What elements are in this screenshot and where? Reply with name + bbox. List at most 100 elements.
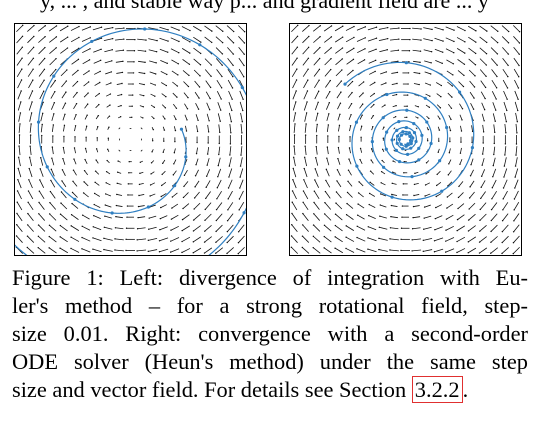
field-arrow — [380, 204, 387, 208]
arrow-head — [491, 198, 493, 200]
arrow-head — [104, 204, 106, 206]
arrow-head — [517, 109, 519, 112]
arrow-head — [430, 73, 432, 75]
arrow-head — [445, 251, 447, 253]
arrow-head — [86, 114, 88, 116]
arrow-head — [493, 142, 495, 145]
field-arrow — [334, 25, 343, 32]
arrow-head — [21, 35, 24, 37]
arrow-head — [502, 198, 504, 200]
arrow-head — [237, 252, 239, 255]
field-arrow — [326, 147, 329, 155]
arrow-head — [186, 108, 189, 110]
arrow-head — [306, 101, 308, 103]
field-arrow — [228, 90, 233, 100]
arrow-head — [471, 130, 474, 133]
field-arrow — [325, 102, 330, 110]
field-arrow — [324, 36, 332, 43]
arrow-head — [40, 157, 42, 159]
field-arrow — [104, 215, 112, 219]
arrow-head — [347, 169, 350, 171]
field-arrow — [357, 59, 365, 65]
field-arrow — [59, 36, 68, 43]
arrow-head — [351, 80, 354, 83]
field-arrow — [503, 157, 507, 167]
arrow-head — [323, 213, 326, 215]
plot-frame — [14, 23, 247, 256]
arrow-head — [105, 170, 108, 173]
arrow-head — [426, 140, 429, 142]
field-arrow — [196, 125, 198, 132]
arrow-head — [437, 151, 439, 154]
field-arrow — [83, 81, 89, 87]
arrow-head — [508, 30, 510, 33]
field-arrow — [324, 69, 332, 77]
field-arrow — [514, 101, 519, 111]
field-arrow — [38, 202, 45, 210]
arrow-head — [339, 102, 342, 104]
field-arrow — [292, 190, 297, 200]
arrow-head — [66, 69, 68, 71]
arrow-head — [490, 230, 492, 233]
field-arrow — [83, 192, 89, 198]
trajectory-point — [408, 134, 412, 138]
field-arrow — [367, 26, 377, 31]
arrow-head — [313, 190, 316, 192]
field-arrow — [434, 237, 444, 242]
field-arrow — [381, 182, 386, 186]
arrow-head — [512, 252, 514, 255]
field-arrow — [39, 179, 45, 188]
field-arrow — [204, 213, 212, 221]
field-arrow — [324, 224, 332, 232]
field-arrow — [502, 224, 509, 232]
arrow-head — [99, 81, 101, 84]
arrow-head — [438, 140, 440, 142]
arrow-head — [483, 120, 485, 122]
arrow-head — [513, 220, 515, 222]
arrow-head — [379, 204, 381, 206]
arrow-head — [431, 39, 433, 42]
arrow-head — [296, 68, 298, 70]
arrow-head — [51, 146, 54, 148]
trajectory-point — [52, 74, 56, 78]
arrow-head — [417, 117, 419, 119]
arrow-head — [167, 29, 169, 31]
arrow-head — [125, 227, 128, 229]
field-arrow — [138, 72, 145, 74]
arrow-head — [356, 236, 358, 239]
field-arrow — [50, 102, 55, 110]
arrow-head — [327, 124, 330, 126]
arrow-head — [59, 247, 61, 249]
field-arrow — [40, 124, 43, 133]
arrow-head — [132, 83, 134, 85]
field-arrow — [82, 214, 90, 220]
arrow-head — [461, 119, 463, 121]
arrow-head — [423, 217, 425, 219]
field-arrow — [216, 202, 223, 210]
section-reference-link[interactable]: 3.2.2 — [411, 376, 463, 403]
arrow-head — [132, 72, 135, 74]
field-arrow — [291, 224, 298, 233]
arrow-head — [81, 236, 83, 239]
arrow-head — [239, 187, 241, 189]
field-arrow — [435, 59, 443, 64]
arrow-head — [44, 35, 46, 38]
arrow-head — [153, 106, 156, 109]
arrow-head — [55, 57, 57, 60]
arrow-head — [170, 240, 172, 242]
trajectory-point — [73, 197, 77, 201]
arrow-head — [92, 226, 94, 228]
arrow-head — [357, 192, 360, 194]
arrow-head — [52, 135, 54, 137]
field-arrow — [17, 79, 22, 89]
arrow-head — [175, 107, 178, 110]
arrow-head — [335, 191, 338, 193]
arrow-head — [396, 71, 399, 74]
arrow-head — [372, 114, 375, 117]
field-arrow — [313, 69, 320, 77]
field-arrow — [479, 69, 487, 77]
field-arrow — [172, 170, 177, 176]
arrow-head — [106, 159, 108, 162]
arrow-head — [369, 181, 371, 184]
arrow-head — [182, 196, 185, 199]
